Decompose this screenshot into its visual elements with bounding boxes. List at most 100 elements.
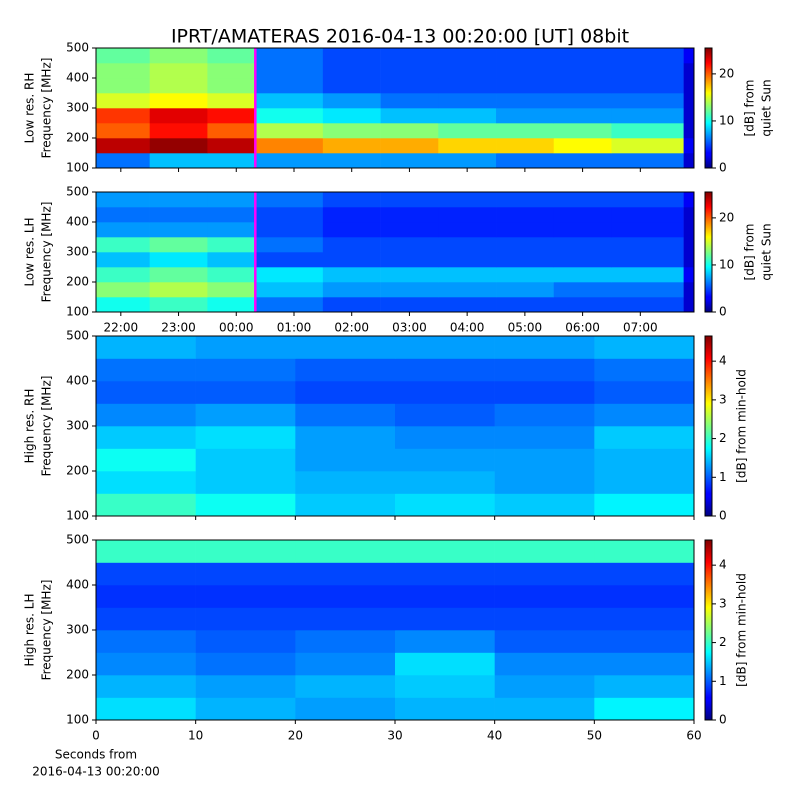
heatmap-cell — [553, 138, 612, 154]
heatmap-cell — [395, 403, 495, 427]
heatmap-cell — [207, 207, 256, 223]
heatmap-cell — [395, 426, 495, 449]
heatmap-cell — [494, 336, 595, 359]
heatmap-cell — [96, 252, 150, 268]
heatmap-cell — [683, 267, 695, 283]
heatmap-cell — [683, 297, 695, 313]
heatmap-cell — [255, 282, 324, 298]
colorbar-tick-label: 4 — [719, 354, 727, 368]
heatmap-cell — [96, 48, 150, 64]
heatmap-cell — [496, 222, 555, 238]
heatmap-cell — [494, 652, 595, 676]
heatmap-cell — [553, 93, 612, 109]
heatmap-cell — [438, 78, 497, 94]
heatmap-cell — [553, 153, 612, 169]
heatmap-cell — [322, 207, 381, 223]
heatmap-cell — [395, 607, 495, 631]
y-tick-label: 400 — [66, 71, 89, 85]
heatmap-cell — [553, 192, 612, 208]
heatmap-cell — [207, 192, 256, 208]
heatmap-cell — [96, 123, 150, 139]
heatmap-cell — [149, 153, 208, 169]
heatmap-cell — [149, 63, 208, 79]
y-tick-label: 500 — [66, 329, 89, 343]
heatmap-cell — [395, 540, 495, 563]
heatmap-cell — [553, 78, 612, 94]
heatmap-cell — [611, 93, 684, 109]
heatmap-cell — [611, 207, 684, 223]
heatmap-cell — [195, 652, 296, 676]
y-tick-label: 200 — [66, 464, 89, 478]
heatmap-cell — [195, 493, 296, 517]
colorbar-label: quiet Sun — [760, 79, 774, 136]
x-tick-label: 40 — [487, 729, 502, 743]
heatmap-cell — [611, 192, 684, 208]
colorbar-tick-label: 1 — [719, 674, 727, 688]
chart-title: IPRT/AMATERAS 2016-04-13 00:20:00 [UT] 0… — [171, 26, 629, 48]
heatmap-cell — [96, 471, 196, 494]
heatmap-cell — [322, 252, 381, 268]
heatmap-cell — [438, 108, 497, 124]
heatmap-cell — [295, 381, 396, 404]
heatmap-cell — [255, 267, 324, 283]
heatmap-cell — [380, 138, 439, 154]
y-tick-label: 200 — [66, 275, 89, 289]
heatmap-cell — [322, 237, 381, 253]
heatmap-cell — [207, 153, 256, 169]
heatmap-cell — [496, 108, 555, 124]
heatmap-cell — [496, 282, 555, 298]
heatmap-cell — [96, 448, 196, 472]
heatmap-cell — [322, 108, 381, 124]
heatmap-cell — [195, 403, 296, 427]
x-tick-label: 10 — [188, 729, 203, 743]
colorbar-label: [dB] from min-hold — [735, 573, 749, 687]
heatmap-cell — [683, 282, 695, 298]
colorbar-label: quiet Sun — [760, 223, 774, 280]
heatmap-cell — [96, 138, 150, 154]
heatmap-cell — [395, 336, 495, 359]
x-tick-label: 60 — [686, 729, 701, 743]
heatmap-cell — [683, 138, 695, 154]
heatmap-cell — [207, 267, 256, 283]
colorbar-tick-label: 1 — [719, 470, 727, 484]
colorbar-tick-label: 2 — [719, 431, 727, 445]
colorbar — [704, 47, 713, 169]
heatmap-cell — [255, 237, 324, 253]
heatmap-cell — [322, 267, 381, 283]
heatmap-cell — [195, 471, 296, 494]
heatmap-cell — [255, 297, 324, 313]
heatmap-cell — [594, 358, 695, 382]
heatmap-cell — [494, 540, 595, 563]
heatmap-cell — [295, 697, 396, 721]
heatmap-cell — [380, 123, 439, 139]
heatmap-cell — [96, 93, 150, 109]
colorbar-tick-label: 4 — [719, 558, 727, 572]
colorbar-tick-label: 0 — [719, 161, 727, 175]
heatmap-cell — [683, 252, 695, 268]
heatmap-cell — [322, 222, 381, 238]
colorbar-tick-label: 0 — [719, 713, 727, 727]
heatmap-cell — [195, 675, 296, 698]
heatmap-cell — [438, 297, 497, 313]
heatmap-cell — [380, 63, 439, 79]
y-tick-label: 400 — [66, 215, 89, 229]
heatmap-cell — [96, 192, 150, 208]
heatmap-cell — [295, 358, 396, 382]
heatmap-cell — [395, 697, 495, 721]
heatmap-cell — [594, 403, 695, 427]
y-tick-label: 300 — [66, 101, 89, 115]
heatmap-cell — [96, 358, 196, 382]
heatmap-cell — [295, 607, 396, 631]
heatmap-cell — [438, 153, 497, 169]
heatmap-cell — [683, 207, 695, 223]
y-tick-label: 100 — [66, 305, 89, 319]
heatmap-cell — [553, 63, 612, 79]
heatmap-cell — [207, 63, 256, 79]
x-tick-label: 23:00 — [161, 321, 196, 335]
heatmap-cell — [611, 123, 684, 139]
colorbar-tick-label: 3 — [719, 392, 727, 406]
heatmap-cell — [295, 675, 396, 698]
y-axis-label: Frequency [MHz] — [40, 58, 54, 159]
heatmap-cell — [96, 540, 196, 563]
heatmap-cell — [255, 222, 324, 238]
